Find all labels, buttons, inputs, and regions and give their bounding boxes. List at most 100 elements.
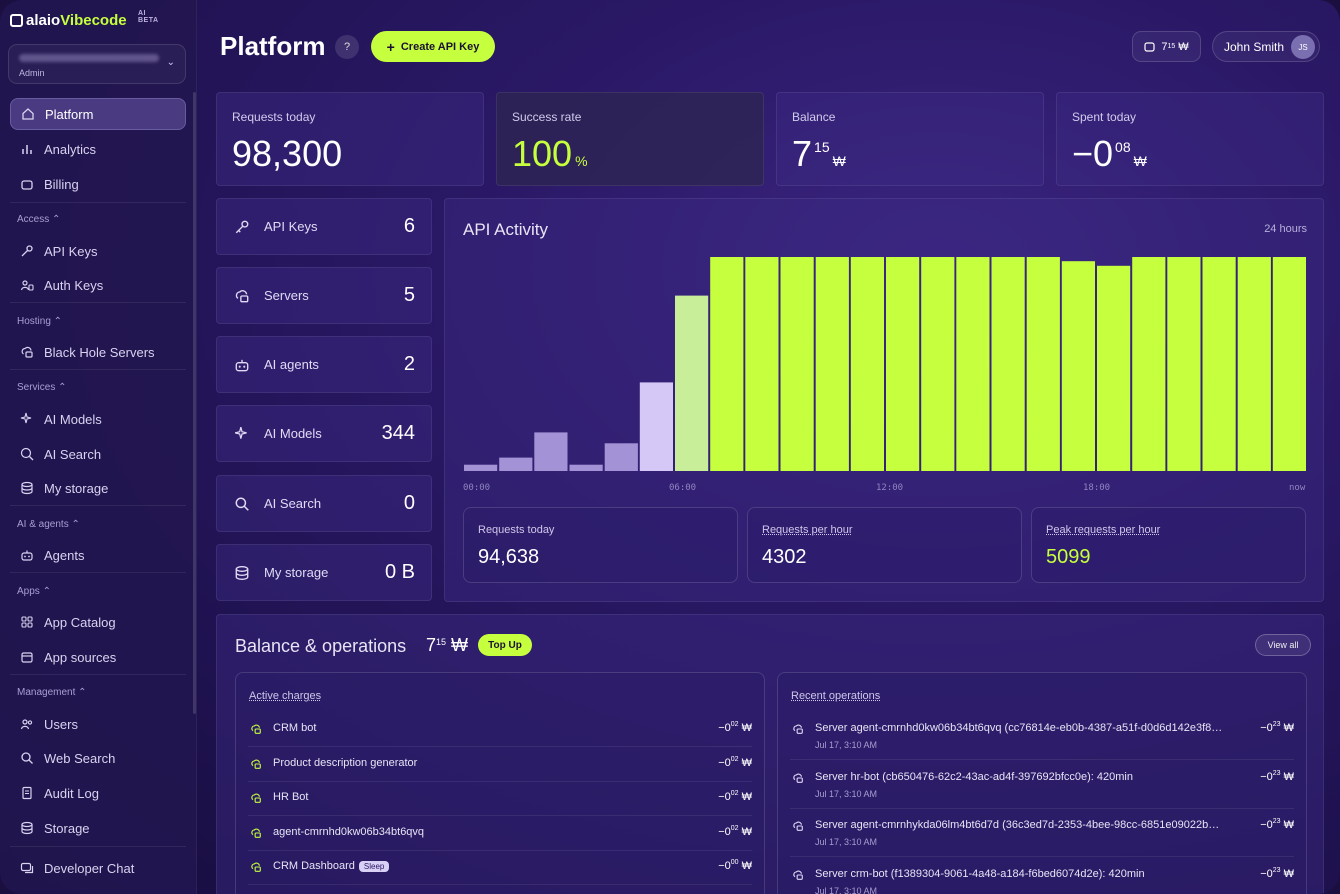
sidebar-item-developer-chat[interactable]: Developer Chat xyxy=(10,852,186,884)
sidebar-item-analytics[interactable]: Analytics xyxy=(10,133,186,165)
balance-title: Balance & operations xyxy=(235,636,407,656)
stat-balance: Balance 7 15₩ xyxy=(776,92,1044,186)
charge-row[interactable]: CRM Dashboard Sleep −000 ₩ xyxy=(248,851,752,885)
chart-bar[interactable] xyxy=(675,295,709,471)
operation-row[interactable]: Server hr-bot (cb650476-62c2-43ac-ad4f-3… xyxy=(790,762,1294,809)
robot-icon xyxy=(234,357,250,373)
chart-bar[interactable] xyxy=(780,257,814,471)
sidebar-item-app-sources[interactable]: App sources xyxy=(10,641,186,673)
sidebar-item-users[interactable]: Users xyxy=(10,708,186,740)
charge-row[interactable]: agent-cmrnhd0kw06b34bt6qvq −002 ₩ xyxy=(248,817,752,851)
sidebar-item-my-storage[interactable]: My storage xyxy=(10,472,186,504)
brand-logo[interactable]: alaio Vibecode AI BETA xyxy=(10,10,158,29)
wallet-icon xyxy=(20,177,34,191)
chart-bar[interactable] xyxy=(921,257,955,471)
key-icon xyxy=(20,244,34,258)
resource-card-ai-agents[interactable]: AI agents 2 xyxy=(216,336,432,393)
sidebar: alaio Vibecode AI BETA Admin ⌄ Platform A… xyxy=(0,0,197,894)
sidebar-item-audit-log[interactable]: Audit Log xyxy=(10,777,186,809)
chart-bar[interactable] xyxy=(991,257,1025,471)
wallet-currency: ₩ xyxy=(1178,40,1189,53)
summary-requests-today: Requests today 94,638 xyxy=(463,507,738,583)
sidebar-item-api-keys[interactable]: API Keys xyxy=(10,235,186,267)
nav-section-services[interactable]: Services ⌃ xyxy=(17,382,67,393)
stat-value: 7 15₩ xyxy=(792,133,846,174)
chart-bar[interactable] xyxy=(1026,257,1060,471)
sidebar-item-label: Storage xyxy=(44,820,90,836)
create-api-key-label: Create API Key xyxy=(400,40,480,53)
operation-row[interactable]: Server agent-cmrnhykda06lm4bt6d7d (36c3e… xyxy=(790,810,1294,857)
divider xyxy=(10,674,186,675)
operation-time: Jul 17, 3:10 AM xyxy=(815,788,878,799)
chart-bar[interactable] xyxy=(1132,257,1166,471)
chart-bar[interactable] xyxy=(815,257,849,471)
nav-section-apps[interactable]: Apps ⌃ xyxy=(17,586,51,597)
nav-section-hosting[interactable]: Hosting ⌃ xyxy=(17,316,63,327)
active-charges-header[interactable]: Active charges xyxy=(249,690,322,702)
resource-card-servers[interactable]: Servers 5 xyxy=(216,267,432,324)
chart-bar[interactable] xyxy=(1167,257,1201,471)
view-all-button[interactable]: View all xyxy=(1255,634,1311,656)
stat-spent-today: Spent today −0 08₩ xyxy=(1056,92,1324,186)
wallet-balance-button[interactable]: 7 15 ₩ xyxy=(1132,31,1201,62)
chart-bar[interactable] xyxy=(1097,265,1131,471)
chart-bar[interactable] xyxy=(1237,257,1271,471)
sidebar-item-app-catalog[interactable]: App Catalog xyxy=(10,606,186,638)
sidebar-item-ai-models[interactable]: AI Models xyxy=(10,403,186,435)
sidebar-item-billing[interactable]: Billing xyxy=(10,168,186,200)
sidebar-item-label: Developer Chat xyxy=(44,860,135,876)
top-up-button[interactable]: Top Up xyxy=(478,634,532,656)
sidebar-item-ai-search[interactable]: AI Search xyxy=(10,438,186,470)
resource-card-ai-search[interactable]: AI Search 0 xyxy=(216,475,432,532)
chart-bar[interactable] xyxy=(464,464,498,471)
operation-row[interactable]: Server agent-cmrnhd0kw06b34bt6qvq (cc768… xyxy=(790,713,1294,760)
charge-row[interactable]: Product description generator −002 ₩ xyxy=(248,748,752,782)
charge-amount: −000 ₩ xyxy=(718,859,752,872)
user-menu-button[interactable]: John Smith JS xyxy=(1212,31,1320,62)
resource-card-ai-models[interactable]: AI Models 344 xyxy=(216,405,432,462)
operation-row[interactable]: Server crm-bot (f1389304-9061-4a48-a184-… xyxy=(790,859,1294,894)
chart-bar[interactable] xyxy=(604,443,638,471)
divider xyxy=(10,202,186,203)
wallet-int: 7 xyxy=(1161,40,1168,53)
chart-bar[interactable] xyxy=(1272,257,1306,471)
sidebar-item-storage[interactable]: Storage xyxy=(10,812,186,844)
nav-section-management[interactable]: Management ⌃ xyxy=(17,687,87,698)
help-button[interactable]: ? xyxy=(335,35,359,59)
chart-bar[interactable] xyxy=(956,257,990,471)
nav-section-ai-agents[interactable]: AI & agents ⌃ xyxy=(17,519,80,530)
charge-row[interactable]: HR Bot −002 ₩ xyxy=(248,782,752,816)
sidebar-item-label: App sources xyxy=(44,649,117,665)
sidebar-item-label: Agents xyxy=(44,547,85,563)
chart-bar[interactable] xyxy=(639,382,673,471)
chart-bar[interactable] xyxy=(1202,257,1236,471)
resource-count: 5 xyxy=(403,284,415,306)
sidebar-item-label: My storage xyxy=(44,480,109,496)
resource-card-my-storage[interactable]: My storage 0 B xyxy=(216,544,432,601)
api-activity-range[interactable]: 24 hours xyxy=(1264,223,1307,235)
sidebar-item-auth-keys[interactable]: Auth Keys xyxy=(10,269,186,301)
account-switcher[interactable]: Admin ⌄ xyxy=(8,44,186,84)
sidebar-item-platform[interactable]: Platform xyxy=(10,98,186,130)
chart-bar[interactable] xyxy=(886,257,920,471)
create-api-key-button[interactable]: + Create API Key xyxy=(371,31,495,62)
chevron-down-icon: ⌄ xyxy=(166,57,175,68)
chart-bar[interactable] xyxy=(569,464,603,471)
sidebar-item-agents[interactable]: Agents xyxy=(10,539,186,571)
charge-row[interactable]: CRM bot −002 ₩ xyxy=(248,713,752,747)
sidebar-item-black-hole-servers[interactable]: Black Hole Servers xyxy=(10,336,186,368)
sidebar-item-web-search[interactable]: Web Search xyxy=(10,742,186,774)
sidebar-scrollbar[interactable] xyxy=(193,92,196,714)
chart-bar[interactable] xyxy=(1061,261,1095,471)
operation-name: Server agent-cmrnhd0kw06b34bt6qvq (cc768… xyxy=(815,722,1223,734)
summary-value: 94,638 xyxy=(478,546,540,568)
chart-bar[interactable] xyxy=(499,457,533,471)
resource-card-api-keys[interactable]: API Keys 6 xyxy=(216,198,432,255)
charge-amount: −002 ₩ xyxy=(718,790,752,803)
chart-bar[interactable] xyxy=(745,257,779,471)
recent-operations-header[interactable]: Recent operations xyxy=(791,690,881,702)
nav-section-access[interactable]: Access ⌃ xyxy=(17,214,61,225)
chart-bar[interactable] xyxy=(710,257,744,471)
chart-bar[interactable] xyxy=(850,257,884,471)
chart-bar[interactable] xyxy=(534,432,568,471)
